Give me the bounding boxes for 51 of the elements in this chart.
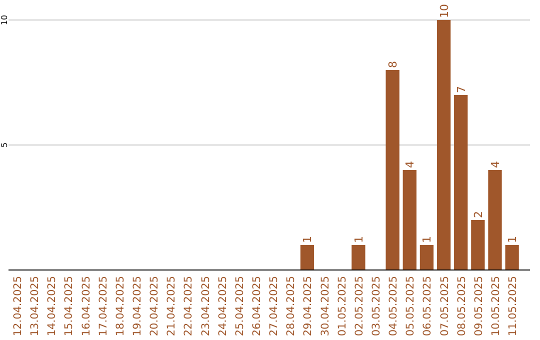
data-label: 8 [386,61,400,68]
bar [505,245,519,270]
x-tick-label: 13.04.2025 [29,276,42,336]
x-tick-label: 17.04.2025 [97,276,110,336]
data-label: 2 [472,211,485,218]
x-tick-label: 09.05.2025 [472,276,485,336]
data-label: 4 [488,161,502,168]
data-label: 1 [352,236,366,243]
x-tick-label: 05.05.2025 [404,276,417,336]
data-label: 1 [506,236,520,243]
data-label: 1 [301,236,314,243]
bar [488,170,502,270]
data-label: 1 [420,236,434,243]
x-tick-label: 06.05.2025 [422,276,434,336]
data-label: 4 [404,161,417,168]
x-tick-label: 23.04.2025 [200,276,212,336]
data-label: 10 [438,4,451,18]
x-tick-label: 30.04.2025 [319,276,332,336]
x-tick-label: 26.04.2025 [251,276,264,336]
bar [420,245,434,270]
x-tick-label: 03.05.2025 [370,276,383,336]
bar [300,245,314,270]
x-tick-label: 07.05.2025 [438,276,451,336]
x-tick-label: 04.05.2025 [388,276,400,336]
x-tick-label: 20.04.2025 [148,276,161,336]
x-tick-label: 11.05.2025 [507,276,520,336]
x-tick-label: 02.05.2025 [353,276,366,336]
x-tick-label: 29.04.2025 [302,276,314,336]
x-tick-label: 28.04.2025 [285,276,298,336]
bar [386,70,400,270]
x-tick-label: 18.04.2025 [114,276,126,336]
x-tick-label: 24.04.2025 [216,276,229,336]
x-tick-label: 25.04.2025 [234,276,246,336]
x-tick-label: 08.05.2025 [456,276,468,336]
x-tick-label: 12.04.2025 [12,276,24,336]
x-tick-label: 01.05.2025 [336,276,348,336]
data-label: 7 [454,86,468,93]
bar [352,245,366,270]
bar [454,95,468,270]
bar [402,170,416,270]
x-tick-label: 15.04.2025 [63,276,76,336]
x-tick-label: 10.05.2025 [490,276,502,336]
x-tick-label: 19.04.2025 [132,276,144,336]
x-tick-label: 27.04.2025 [268,276,280,336]
bar [471,220,485,270]
x-tick-label: 16.04.2025 [80,276,92,336]
x-tick-label: 14.04.2025 [46,276,58,336]
bar [436,20,451,270]
y-tick-label: 5 [0,142,9,148]
x-tick-label: 22.04.2025 [182,276,195,336]
x-tick-label: 21.04.2025 [166,276,178,336]
